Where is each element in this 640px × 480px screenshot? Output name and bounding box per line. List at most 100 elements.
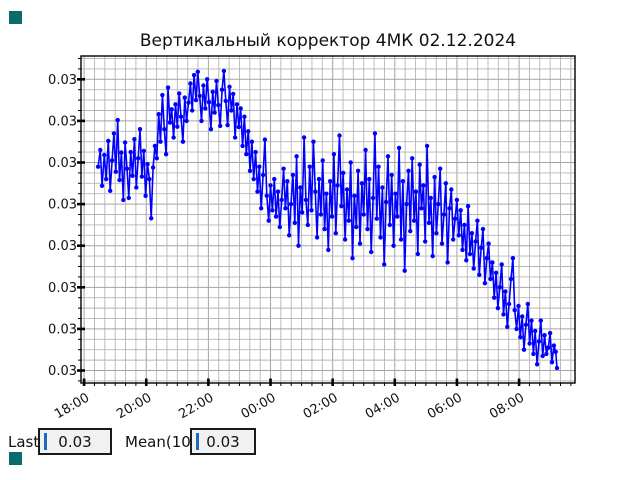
x-tick-label: 00:00 [239,390,279,422]
data-point-marker [281,166,286,171]
data-point-marker [109,158,115,163]
data-point-marker [471,266,476,271]
data-point-marker [95,164,101,169]
data-point-marker [309,208,314,213]
data-point-marker [484,256,489,261]
data-point-marker [434,231,439,236]
data-point-marker [218,123,223,129]
data-point-marker [370,195,376,201]
data-point-marker [244,152,249,157]
data-point-marker [518,335,523,340]
data-point-marker [547,330,553,336]
data-point-marker [333,231,338,236]
text-cursor-icon [44,433,47,450]
last-value-field[interactable]: 0.03 [38,428,112,455]
data-point-marker [147,176,152,182]
data-point-marker [150,165,156,170]
data-point-marker [363,147,368,153]
data-point-marker [285,179,290,184]
data-point-marker [314,235,320,240]
data-point-marker [324,191,329,196]
data-point-marker [318,212,324,217]
data-point-marker [162,127,167,132]
data-point-marker [503,289,508,294]
data-point-marker [223,98,228,104]
data-point-marker [229,108,234,113]
data-point-marker [525,301,530,307]
data-point-marker [488,276,493,282]
data-point-marker [141,148,146,154]
data-point-marker [322,226,327,232]
data-point-marker [221,68,227,74]
data-point-marker [320,158,325,163]
data-point-marker [365,226,370,232]
data-point-marker [346,218,351,223]
data-point-marker [169,107,174,112]
readout-bar: Last 0.03 Mean(10) 0.03 [0,428,640,456]
data-point-marker [393,191,398,196]
data-point-marker [451,237,456,242]
data-point-marker [501,312,506,317]
data-point-marker [402,268,407,273]
data-point-marker [510,256,516,261]
data-point-marker [247,168,253,173]
data-point-marker [191,72,197,78]
teal-fiducial-marker-top-left [9,11,22,24]
y-tick-label: 0.03 [48,198,77,213]
data-point-marker [467,251,473,257]
data-point-marker [452,216,458,221]
x-tick-label: 02:00 [301,390,341,422]
data-point-marker [234,102,240,107]
data-point-marker [313,189,318,194]
data-point-marker [236,124,241,130]
data-point-marker [430,253,435,259]
data-point-marker [449,187,454,192]
data-point-marker [424,143,430,149]
data-point-marker [361,212,366,217]
data-point-marker [273,214,279,219]
data-point-marker [287,233,292,238]
data-point-marker [139,174,145,179]
data-point-marker [508,276,514,282]
data-point-marker [121,197,126,203]
y-tick-label: 0.03 [48,281,77,296]
data-point-marker [283,206,288,211]
data-point-marker [152,143,158,149]
data-point-marker [253,149,258,155]
data-point-marker [210,89,215,95]
y-tick-label: 0.03 [48,322,77,337]
data-point-marker [538,318,543,323]
data-point-marker [206,100,212,105]
x-tick-label: 18:00 [52,390,92,422]
data-point-marker [214,78,219,84]
data-point-marker [369,249,374,255]
data-point-marker [460,247,465,253]
data-point-marker [506,301,512,307]
data-point-marker [400,179,406,184]
data-point-marker [344,187,350,192]
data-point-marker [219,87,225,92]
data-point-marker [549,360,555,365]
data-point-marker [122,140,128,145]
data-point-marker [533,328,538,334]
data-point-marker [352,193,357,198]
data-point-marker [197,93,202,99]
data-point-marker [188,81,193,86]
data-point-marker [497,285,502,290]
data-point-marker [227,84,232,90]
mean10-value-field[interactable]: 0.03 [190,428,256,455]
data-point-marker [432,174,437,180]
x-tick-label: 20:00 [114,390,154,422]
data-point-marker [128,149,133,155]
data-point-marker [195,69,200,75]
data-point-marker [335,183,340,188]
data-point-marker [231,91,236,97]
data-point-marker [473,239,478,244]
data-point-marker [130,173,135,178]
data-point-marker [149,216,154,221]
data-point-marker [165,85,171,90]
data-point-marker [387,222,392,228]
data-point-marker [516,303,521,309]
data-point-marker [208,127,214,132]
